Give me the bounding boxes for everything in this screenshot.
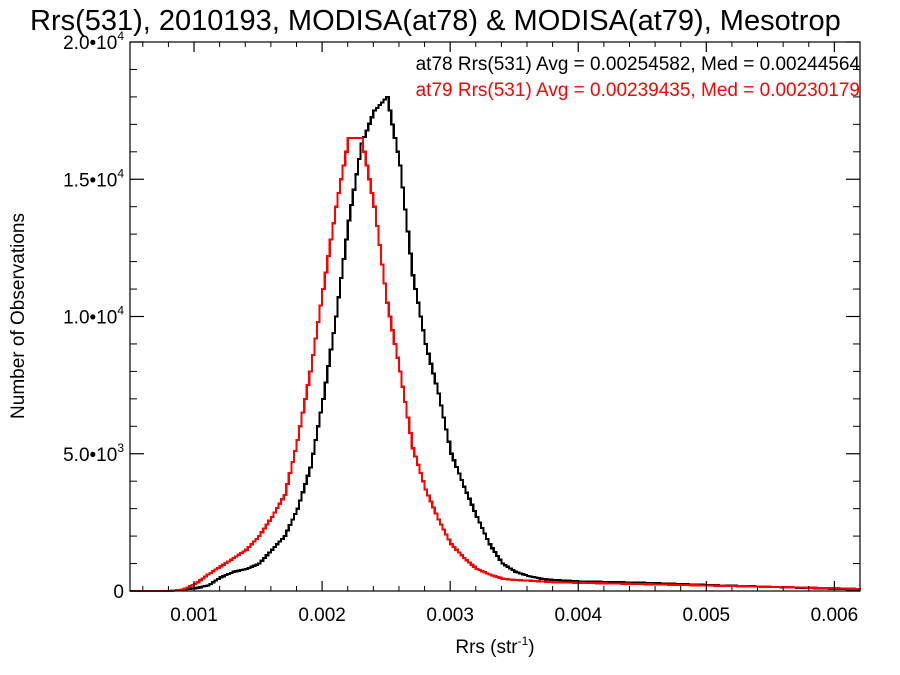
y-tick-label: 1.0•104: [63, 304, 124, 329]
x-tick-label: 0.003: [426, 605, 474, 626]
x-axis-label: Rrs (str-1): [455, 634, 534, 658]
y-tick-label: 0: [113, 582, 124, 603]
series-line-at78: [130, 95, 862, 593]
series-line-at79: [130, 136, 862, 593]
y-tick-label: 5.0•103: [63, 441, 124, 466]
x-tick-label: 0.004: [554, 605, 602, 626]
x-tick-label: 0.006: [811, 605, 859, 626]
y-axis-label: Number of Observations: [8, 213, 29, 419]
annotation-at79: at79 Rrs(531) Avg = 0.00239435, Med = 0.…: [416, 80, 860, 101]
x-axis-ticks: 0.001 0.002 0.003 0.004 0.005 0.006: [142, 42, 861, 626]
y-axis-ticks: 0 5.0•103 1.0•104 1.5•104 2.0•104: [63, 29, 860, 603]
series-layer: [130, 95, 862, 593]
x-tick-label: 0.005: [683, 605, 731, 626]
y-tick-label: 2.0•104: [63, 29, 124, 54]
plot-frame: [129, 41, 861, 592]
x-tick-label: 0.001: [170, 605, 218, 626]
x-tick-label: 0.002: [298, 605, 346, 626]
y-tick-label: 1.5•104: [63, 166, 124, 191]
chart-title: Rrs(531), 2010193, MODISA(at78) & MODISA…: [30, 5, 841, 37]
annotation-at78: at78 Rrs(531) Avg = 0.00254582, Med = 0.…: [416, 54, 861, 75]
